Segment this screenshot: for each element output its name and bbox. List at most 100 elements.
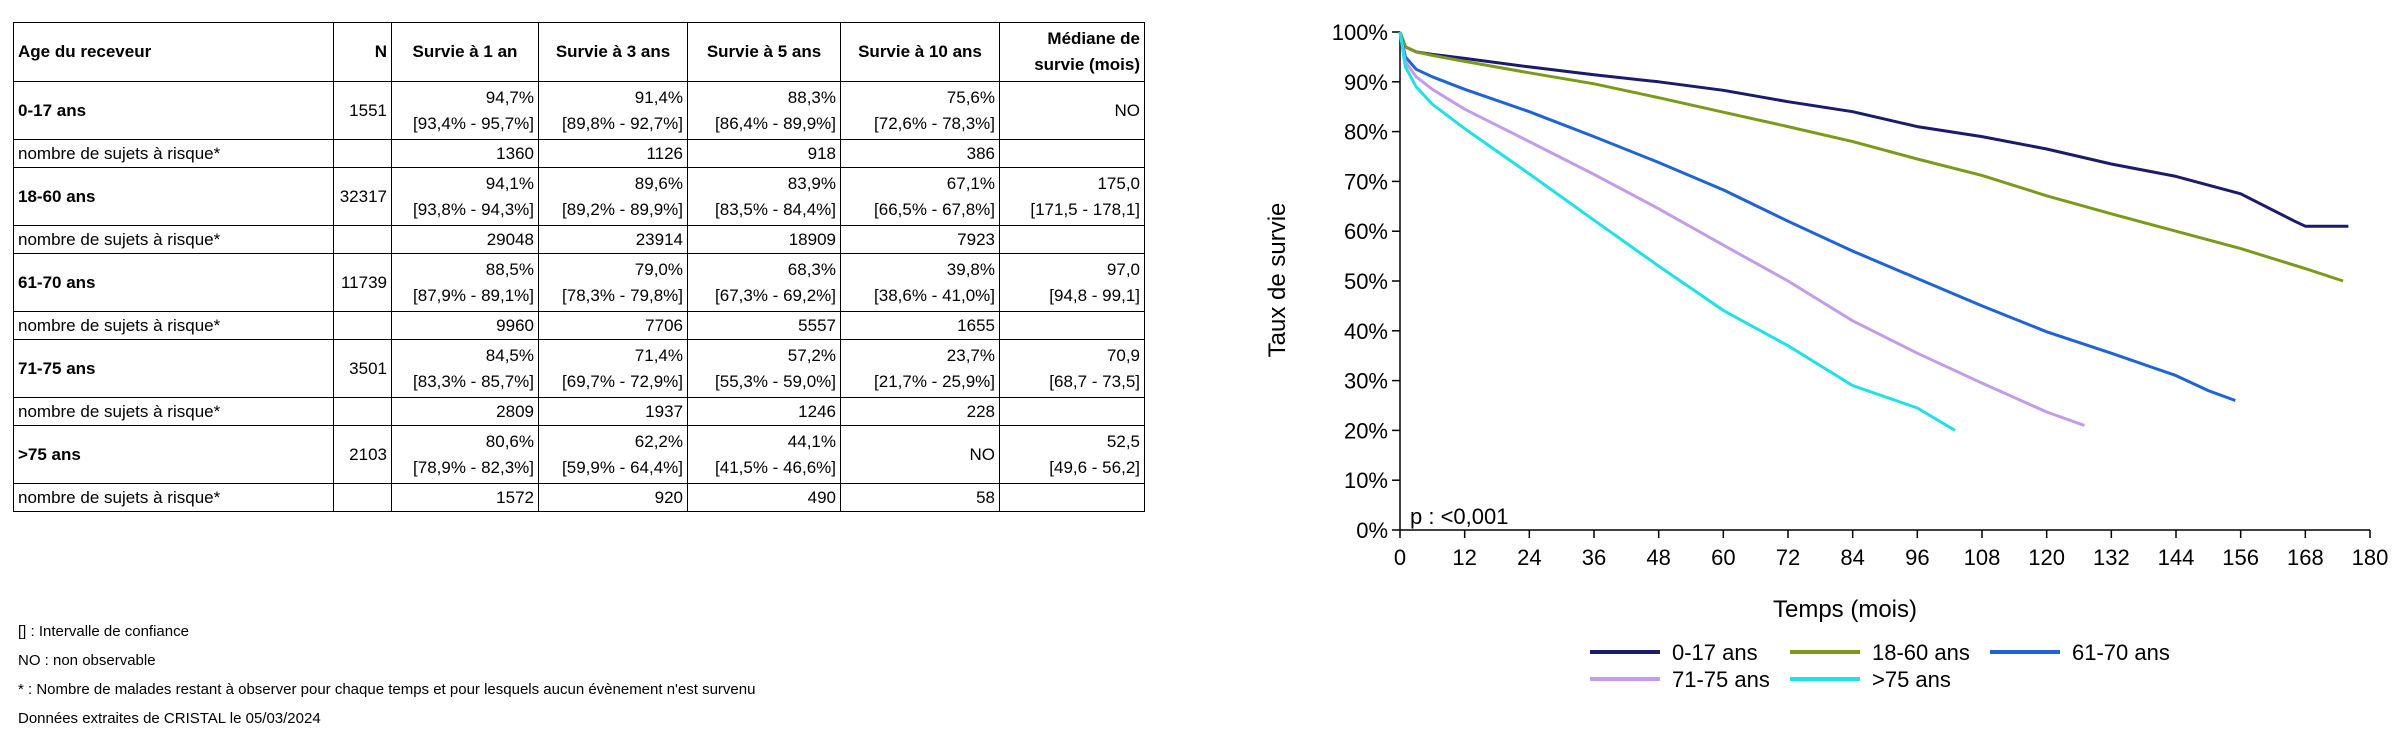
table-row-at-risk: nombre de sujets à risque* 2809 1937 1246 22… xyxy=(13,397,1145,426)
median-cell: 175,0 [171,5 - 178,1] xyxy=(999,167,1145,226)
median-cell: NO xyxy=(999,81,1145,140)
survival-1y-cell: 94,1% [93,8% - 94,3%] xyxy=(391,167,539,226)
x-tick-label: 168 xyxy=(2287,545,2324,570)
series-line-1 xyxy=(1398,31,2349,228)
x-tick-label: 144 xyxy=(2158,545,2195,570)
median-cell: 52,5 [49,6 - 56,2] xyxy=(999,425,1145,484)
header-age: Age du receveur xyxy=(13,22,334,82)
table-row-at-risk: nombre de sujets à risque* 9960 7706 5557 16… xyxy=(13,311,1145,340)
survival-3y-cell: 89,6% [89,2% - 89,9%] xyxy=(538,167,688,226)
at-risk-count: 228 xyxy=(840,397,1000,426)
at-risk-count: 7706 xyxy=(538,311,688,340)
at-risk-count: 29048 xyxy=(391,225,539,254)
empty-cell xyxy=(999,225,1145,254)
empty-cell xyxy=(999,483,1145,512)
y-tick-label: 0% xyxy=(1356,518,1388,543)
at-risk-count: 7923 xyxy=(840,225,1000,254)
at-risk-count: 18909 xyxy=(687,225,841,254)
empty-cell xyxy=(333,311,392,340)
survival-3y-cell: 62,2% [59,9% - 64,4%] xyxy=(538,425,688,484)
survival-10y-cell: 39,8% [38,6% - 41,0%] xyxy=(840,253,1000,312)
header-survival-1y: Survie à 1 an xyxy=(391,22,539,82)
series-line-3 xyxy=(1398,31,2236,402)
footnote-ci: [] : Intervalle de confiance xyxy=(18,623,189,640)
table-row-group: >75 ans 2103 80,6% [78,9% - 82,3%] 62,2% [59,… xyxy=(13,425,1145,484)
at-risk-count: 58 xyxy=(840,483,1000,512)
table-header-row: Age du receveur N Survie à 1 an Survie à… xyxy=(13,22,1145,82)
x-tick-label: 72 xyxy=(1776,545,1800,570)
at-risk-count: 918 xyxy=(687,139,841,168)
x-axis: 0 12 24 36 48 60 72 84 96 108 120 132 144 156 168 180 xyxy=(1394,529,2389,570)
series-line-2 xyxy=(1398,31,2344,283)
survival-3y-cell: 91,4% [89,8% - 92,7%] xyxy=(538,81,688,140)
empty-cell xyxy=(333,483,392,512)
x-tick-label: 108 xyxy=(1964,545,2001,570)
y-tick-label: 70% xyxy=(1344,169,1388,194)
series-line-4 xyxy=(1398,31,2085,427)
y-tick-label: 20% xyxy=(1344,418,1388,443)
x-tick-label: 84 xyxy=(1840,545,1864,570)
survival-1y-cell: 80,6% [78,9% - 82,3%] xyxy=(391,425,539,484)
x-tick-label: 48 xyxy=(1646,545,1670,570)
header-survival-3y: Survie à 3 ans xyxy=(538,22,688,82)
survival-5y-cell: 88,3% [86,4% - 89,9%] xyxy=(687,81,841,140)
table-row-group: 61-70 ans 11739 88,5% [87,9% - 89,1%] 79,0%[… xyxy=(13,253,1145,312)
p-value-annotation: p : <0,001 xyxy=(1410,504,1508,529)
legend-label: 18-60 ans xyxy=(1872,640,1970,665)
n-cell: 11739 xyxy=(333,253,392,312)
empty-cell xyxy=(999,311,1145,340)
empty-cell xyxy=(333,225,392,254)
survival-1y-cell: 94,7% [93,4% - 95,7%] xyxy=(391,81,539,140)
at-risk-count: 1655 xyxy=(840,311,1000,340)
legend-label: 61-70 ans xyxy=(2072,640,2170,665)
at-risk-label: nombre de sujets à risque* xyxy=(13,397,334,426)
y-tick-label: 80% xyxy=(1344,120,1388,145)
median-cell: 97,0 [94,8 - 99,1] xyxy=(999,253,1145,312)
n-cell: 2103 xyxy=(333,425,392,484)
survival-10y-cell: NO xyxy=(840,425,1000,484)
at-risk-count: 5557 xyxy=(687,311,841,340)
at-risk-label: nombre de sujets à risque* xyxy=(13,139,334,168)
at-risk-count: 9960 xyxy=(391,311,539,340)
age-group-label: 18-60 ans xyxy=(13,167,334,226)
at-risk-count: 386 xyxy=(840,139,1000,168)
at-risk-label: nombre de sujets à risque* xyxy=(13,225,334,254)
y-tick-label: 30% xyxy=(1344,369,1388,394)
table-row-at-risk: nombre de sujets à risque* 1360 1126 918 386 xyxy=(13,139,1145,168)
survival-chart: 0% 10% 20% 30% 40% 50% 60% 70% 80% 90% 100% 0 12 24 3… xyxy=(1264,20,2389,692)
survival-3y-cell: 79,0% [78,3% - 79,8%] xyxy=(538,253,688,312)
survival-5y-cell: 83,9% [83,5% - 84,4%] xyxy=(687,167,841,226)
header-n: N xyxy=(333,22,392,82)
at-risk-count: 1246 xyxy=(687,397,841,426)
x-tick-label: 132 xyxy=(2093,545,2130,570)
x-tick-label: 96 xyxy=(1905,545,1929,570)
age-group-label: 71-75 ans xyxy=(13,339,334,398)
x-tick-label: 156 xyxy=(2222,545,2259,570)
x-tick-label: 60 xyxy=(1711,545,1735,570)
legend-label: >75 ans xyxy=(1872,667,1951,692)
table-row-at-risk: nombre de sujets à risque* 1572 920 490 58 xyxy=(13,483,1145,512)
empty-cell xyxy=(999,397,1145,426)
chart-legend: 0-17 ans 18-60 ans 61-70 ans 71-75 ans >75 a… xyxy=(1590,640,2170,692)
x-tick-label: 180 xyxy=(2352,545,2389,570)
legend-label: 0-17 ans xyxy=(1672,640,1758,665)
legend-label: 71-75 ans xyxy=(1672,667,1770,692)
survival-table: Age du receveur N Survie à 1 an Survie à… xyxy=(13,22,1145,512)
y-tick-label: 60% xyxy=(1344,219,1388,244)
x-tick-label: 0 xyxy=(1394,545,1406,570)
x-tick-label: 24 xyxy=(1517,545,1541,570)
at-risk-label: nombre de sujets à risque* xyxy=(13,311,334,340)
survival-10y-cell: 75,6% [72,6% - 78,3%] xyxy=(840,81,1000,140)
footnote-risk: * : Nombre de malades restant à observer… xyxy=(18,681,756,698)
n-cell: 32317 xyxy=(333,167,392,226)
survival-5y-cell: 68,3% [67,3% - 69,2%] xyxy=(687,253,841,312)
footnote-no: NO : non observable xyxy=(18,652,156,669)
survival-1y-cell: 84,5% [83,3% - 85,7%] xyxy=(391,339,539,398)
table-row-at-risk: nombre de sujets à risque* 29048 23914 1890… xyxy=(13,225,1145,254)
survival-10y-cell: 67,1% [66,5% - 67,8%] xyxy=(840,167,1000,226)
at-risk-count: 1937 xyxy=(538,397,688,426)
table-row-group: 71-75 ans 3501 84,5% [83,3% - 85,7%] 71,4% [6… xyxy=(13,339,1145,398)
header-survival-10y: Survie à 10 ans xyxy=(840,22,1000,82)
n-cell: 3501 xyxy=(333,339,392,398)
y-tick-label: 50% xyxy=(1344,269,1388,294)
